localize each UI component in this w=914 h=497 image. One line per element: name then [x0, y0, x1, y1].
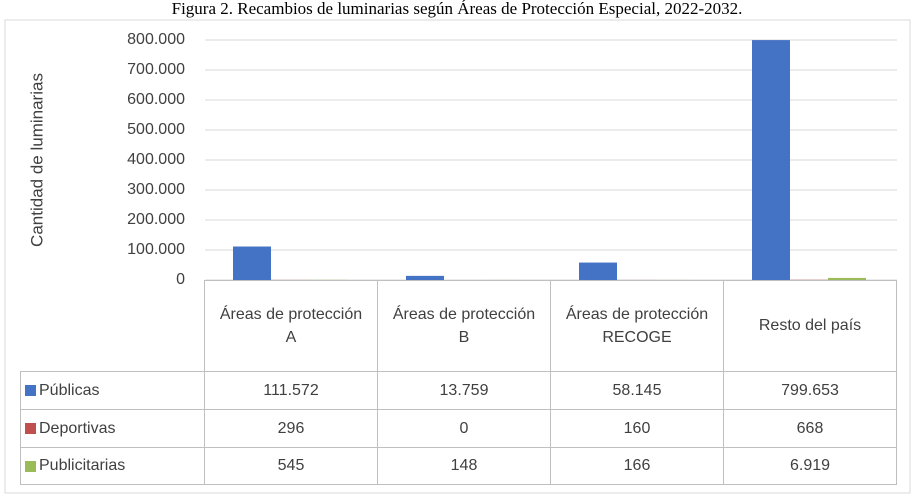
y-axis-label: Cantidad de luminarias [27, 73, 46, 247]
legend-entry: Publicitarias [20, 448, 205, 485]
y-tick-label: 200.000 [127, 211, 185, 228]
table-value: 296 [205, 410, 378, 448]
legend-entry: Públicas [20, 372, 205, 410]
table-value: 13.759 [378, 372, 551, 410]
table-value: 58.145 [551, 372, 724, 410]
y-tick-label: 800.000 [127, 31, 185, 48]
bar [406, 275, 444, 280]
category-label: Áreas de protección RECOGE [551, 280, 724, 372]
table-value: 160 [551, 410, 724, 448]
y-tick-label: 400.000 [127, 151, 185, 168]
table-value: 0 [378, 410, 551, 448]
y-tick-label: 100.000 [127, 241, 185, 258]
category-label: Resto del país [724, 280, 897, 372]
legend-entry: Deportivas [20, 410, 205, 448]
legend-swatch [25, 460, 36, 472]
data-table: Áreas de protección A Áreas de protección… [20, 280, 897, 485]
category-label: Áreas de protección A [205, 280, 378, 372]
legend-label: Publicitarias [39, 457, 126, 475]
y-tick-label: 700.000 [127, 61, 185, 78]
legend-label: Deportivas [39, 419, 116, 437]
table-value: 545 [205, 448, 378, 485]
y-tick-label: 0 [176, 271, 185, 288]
table-corner [20, 280, 205, 372]
legend-label: Públicas [39, 381, 100, 399]
table-value: 111.572 [205, 372, 378, 410]
bar [579, 262, 617, 280]
y-tick-label: 500.000 [127, 121, 185, 138]
legend-swatch [25, 385, 36, 396]
chart-title: Figura 2. Recambios de luminarias según … [172, 0, 743, 18]
category-label: Áreas de protección B [378, 280, 551, 372]
bar [828, 277, 866, 280]
y-tick-label: 300.000 [127, 181, 185, 198]
bar [752, 40, 790, 281]
table-value: 668 [724, 410, 897, 448]
legend-swatch [25, 423, 36, 434]
bar [233, 246, 271, 280]
table-value: 6.919 [724, 448, 897, 485]
table-value: 166 [551, 448, 724, 485]
table-value: 799.653 [724, 372, 897, 410]
chart-border [4, 19, 911, 494]
y-tick-label: 600.000 [127, 91, 185, 108]
table-value: 148 [378, 448, 551, 485]
